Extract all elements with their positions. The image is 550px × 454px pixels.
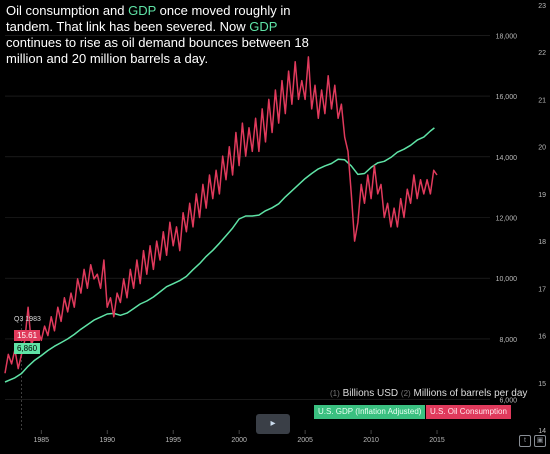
y-left-tick-1: 8,000: [499, 337, 517, 344]
x-tick-5: 2010: [363, 437, 379, 444]
legend-units: (1) Billions USD (2) Millions of barrels…: [330, 388, 527, 399]
headline-part-1: Oil consumption and: [6, 3, 129, 18]
units-oil-number: (2): [400, 389, 411, 398]
share-icon[interactable]: ▣: [534, 435, 546, 447]
x-tick-4: 2005: [297, 437, 313, 444]
play-icon: ▸: [270, 418, 276, 429]
headline-gdp-2: GDP: [249, 19, 278, 34]
y-right-tick-2: 16: [538, 334, 546, 341]
tooltip-gdp-value: 6,860: [14, 343, 41, 354]
x-tick-3: 2000: [231, 437, 247, 444]
y-right-tick-6: 20: [538, 145, 546, 152]
y-right-tick-3: 17: [538, 286, 546, 293]
x-tick-0: 1985: [33, 437, 49, 444]
chart-headline: Oil consumption and GDP once moved rough…: [6, 3, 326, 67]
play-button[interactable]: ▸: [256, 414, 290, 434]
gdp-series-line: [4, 127, 435, 383]
y-right-tick-7: 21: [538, 97, 546, 104]
share-bar: t ▣: [516, 434, 546, 447]
y-right-tick-0: 14: [538, 428, 546, 435]
tooltip-date-label: Q3 1983: [14, 316, 41, 323]
twitter-icon[interactable]: t: [519, 435, 531, 447]
oil-series-line: [4, 56, 438, 374]
y-right-tick-9: 23: [538, 3, 546, 10]
y-left-tick-3: 12,000: [496, 216, 518, 223]
units-gdp-number: (1): [330, 389, 340, 398]
y-right-tick-1: 15: [538, 381, 546, 388]
x-tick-6: 2015: [429, 437, 445, 444]
headline-part-3: continues to rise as oil demand bounces …: [6, 35, 309, 66]
units-oil-label: Millions of barrels per day: [413, 388, 528, 399]
y-right-tick-8: 22: [538, 50, 546, 57]
y-left-tick-6: 18,000: [496, 33, 518, 40]
headline-part-2: once moved roughly in tandem. That link …: [6, 3, 291, 34]
y-left-tick-2: 10,000: [496, 276, 518, 283]
units-gdp-label: Billions USD: [342, 388, 399, 399]
legend-oil-chip[interactable]: U.S. Oil Consumption: [426, 405, 511, 419]
y-left-tick-4: 14,000: [496, 155, 518, 162]
legend-gdp-chip[interactable]: U.S. GDP (Inflation Adjusted): [314, 405, 426, 419]
tooltip-oil-value: 15.61: [14, 330, 41, 341]
x-tick-1: 1990: [99, 437, 115, 444]
y-left-tick-0: 6,000: [499, 398, 517, 405]
y-right-tick-5: 19: [538, 192, 546, 199]
y-left-tick-5: 16,000: [496, 94, 518, 101]
x-tick-2: 1995: [165, 437, 181, 444]
headline-gdp-1: GDP: [128, 3, 157, 18]
y-right-tick-4: 18: [538, 239, 546, 246]
